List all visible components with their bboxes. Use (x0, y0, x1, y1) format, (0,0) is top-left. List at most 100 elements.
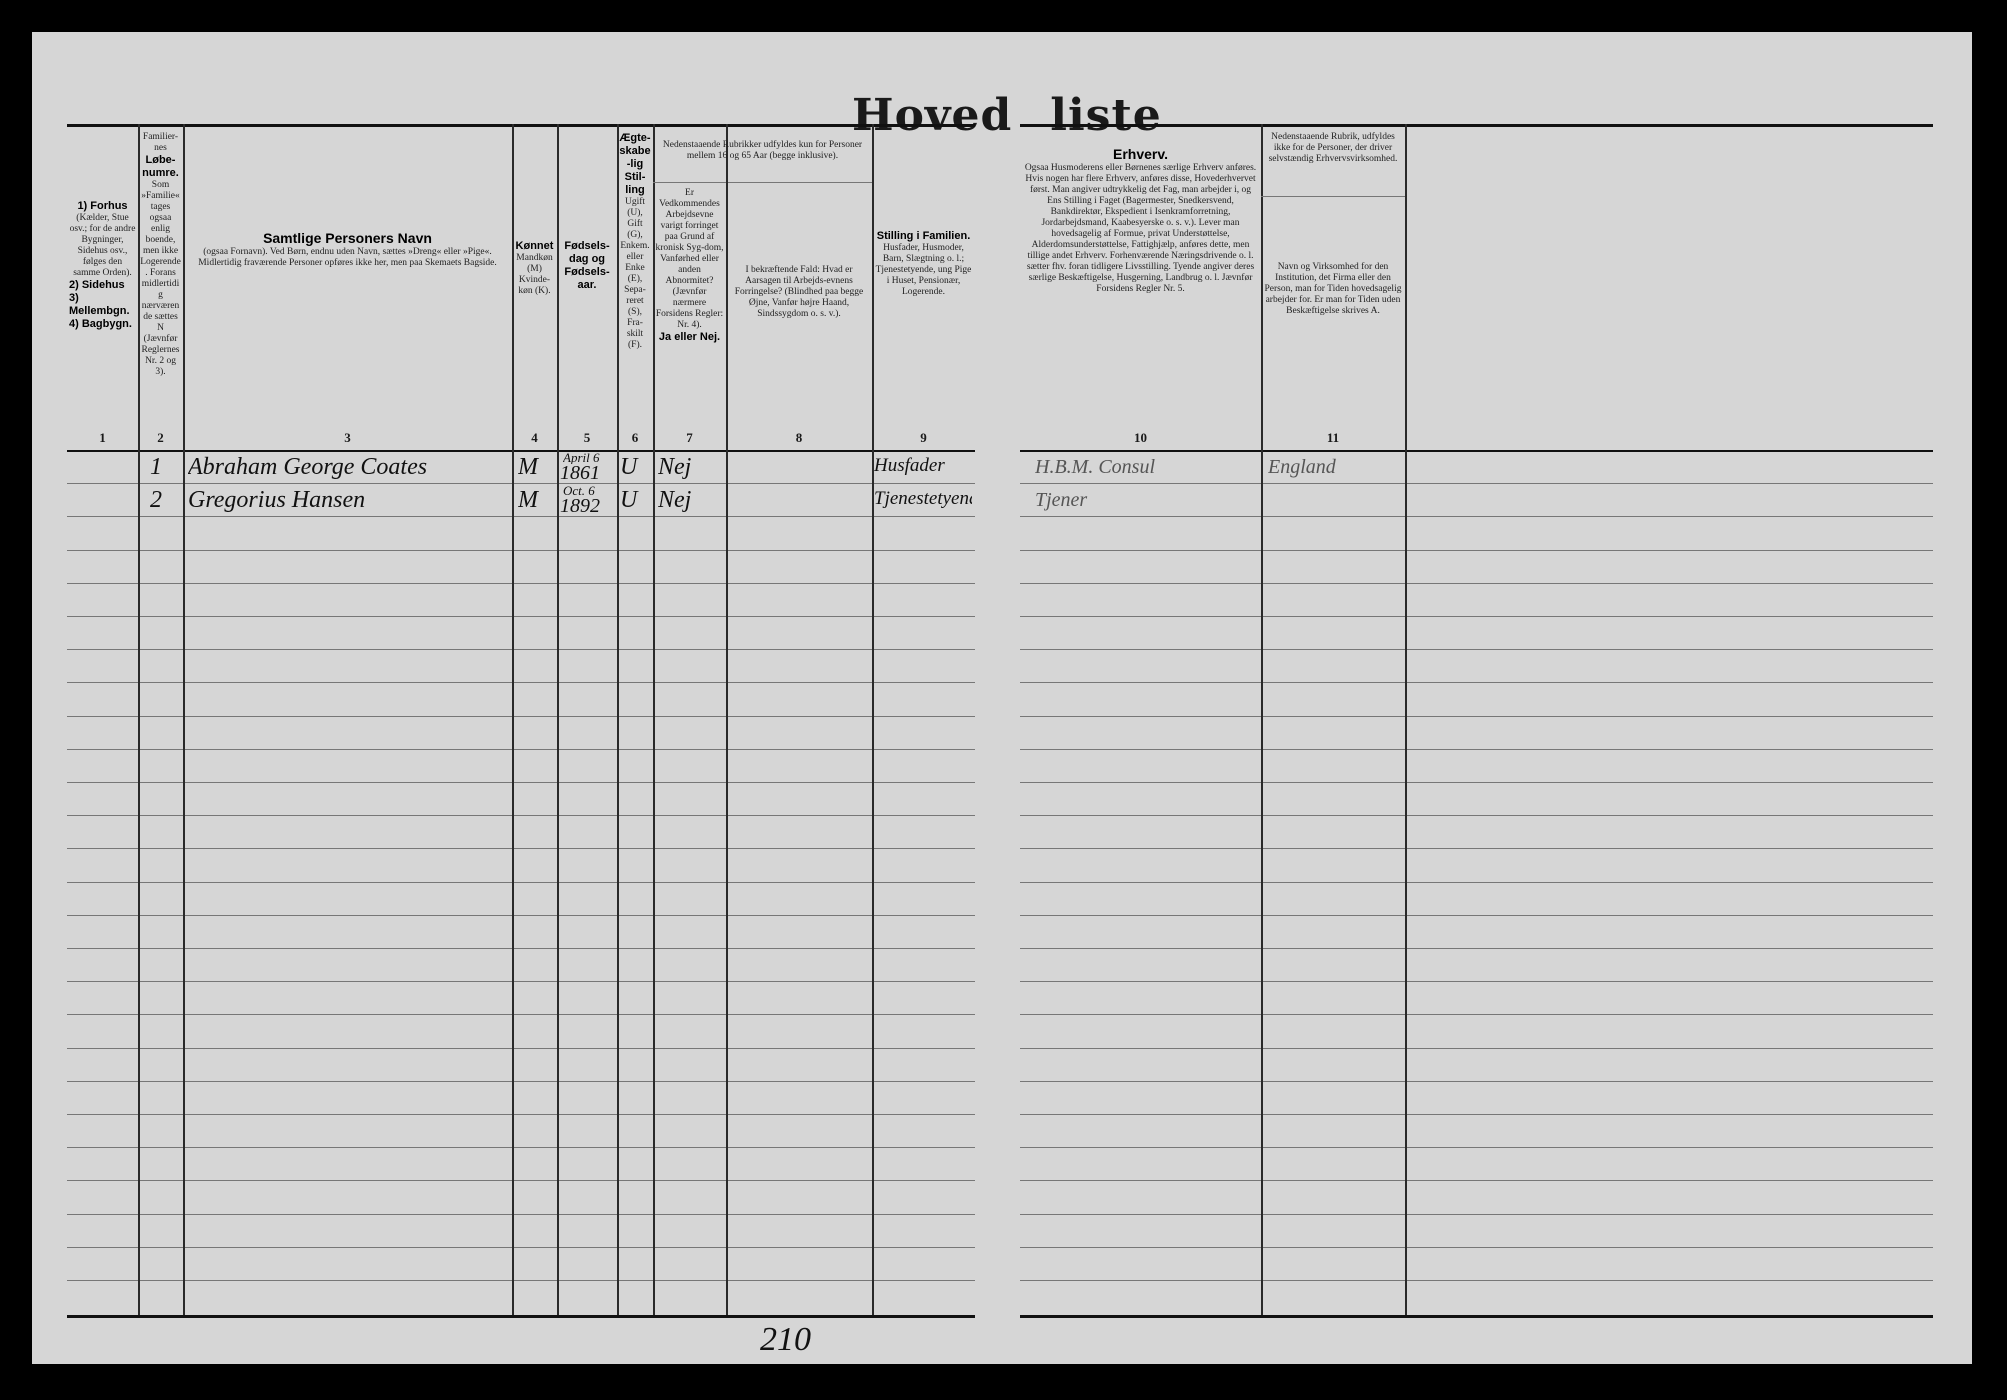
column-number: 3 (344, 430, 351, 445)
entry-disabled: Nej (658, 454, 692, 480)
header-text: (Kælder, Stue osv.; for de andre Bygning… (69, 213, 136, 278)
row-line (1020, 682, 1933, 684)
entry-marital: U (620, 454, 638, 480)
header-extra: 2) Sidehus (69, 279, 125, 291)
entry-sex: M (518, 487, 538, 514)
row-line (67, 1080, 975, 1082)
form-title: Hoved liste (852, 90, 1200, 141)
header-text: Ugift (U), Gift (G), Enkem. eller Enke (… (620, 197, 650, 350)
row-line (67, 1147, 975, 1149)
column-divider (512, 124, 514, 1315)
handwritten-page-number: 210 (760, 1322, 811, 1358)
header-heading: Løbe-numre. (142, 154, 179, 179)
census-form-page: Hoved liste (32, 32, 1972, 1364)
column-number: 1 (99, 430, 106, 445)
bottom-rule (1020, 1315, 1933, 1318)
column-number: 6 (631, 430, 639, 445)
row-line (67, 582, 975, 584)
header-heading: Stilling i Familien. (876, 230, 971, 242)
row-line (1020, 815, 1933, 817)
row-line (67, 649, 975, 651)
row-line (67, 616, 975, 617)
row-line (67, 715, 975, 717)
entry-name: Gregorius Hansen (188, 487, 366, 514)
column-number: 9 (920, 430, 927, 445)
entry-family-role: Tjenestetyende (874, 489, 972, 510)
entry-sex: M (518, 454, 538, 480)
column-number: 10 (1134, 430, 1147, 445)
row-line (1020, 782, 1933, 783)
column-divider (1405, 124, 1407, 1315)
header-heading: Samtlige Personers Navn (263, 230, 432, 246)
column-divider (138, 124, 140, 1315)
header-heading: Erhverv. (1113, 146, 1168, 162)
group-note-column-11: Nedenstaaende Rubrik, udfyldes ikke for … (1268, 132, 1398, 164)
column-header-7: Er Vedkommendes Arbejdsevne varigt forri… (655, 188, 724, 344)
header-text: I bekræftende Fald: Hvad er Aarsagen til… (734, 265, 864, 319)
entry-marital: U (620, 487, 638, 514)
row-line (67, 549, 975, 551)
row-line (67, 682, 975, 684)
entry-name: Abraham George Coates (188, 454, 428, 480)
row-line (1020, 1213, 1933, 1215)
header-text: Som »Familie« tages ogsaa enlig boende, … (140, 180, 181, 377)
header-rule (1020, 450, 1933, 452)
title-word-2: liste (1050, 90, 1162, 141)
row-line (1020, 948, 1933, 949)
header-text: (ogsaa Fornavn). Ved Børn, endnu uden Na… (198, 247, 497, 268)
column-number: 7 (686, 430, 693, 445)
row-line (1020, 1114, 1933, 1115)
header-text: Mandkøn (M) Kvinde-køn (K). (516, 253, 553, 296)
row-line (1020, 616, 1933, 617)
entry-no: 1 (150, 454, 162, 480)
row-line (67, 914, 975, 916)
entry-employer: England (1268, 456, 1336, 478)
top-rule (1020, 124, 1933, 127)
title-word-1: Hoved (852, 90, 1013, 141)
row-line (1020, 1280, 1933, 1281)
header-text: Er Vedkommendes Arbejdsevne varigt forri… (655, 188, 724, 330)
row-line (67, 1246, 975, 1248)
row-line (1020, 1180, 1933, 1182)
header-heading: 1) Forhus (77, 200, 128, 212)
column-divider (1261, 124, 1263, 1315)
row-line (67, 948, 975, 949)
entry-birth-day: April 6 (563, 451, 600, 464)
header-extra: 4) Bagbygn. (69, 318, 132, 330)
top-rule (67, 124, 975, 127)
column-header-8: I bekræftende Fald: Hvad er Aarsagen til… (728, 265, 870, 320)
header-extra: 3) Mellembgn. (69, 292, 130, 317)
row-line (1020, 1080, 1933, 1082)
row-line (67, 782, 975, 783)
group-header-line (653, 182, 872, 183)
row-line (67, 848, 975, 850)
column-number: 2 (157, 430, 164, 445)
row-line (1020, 748, 1933, 750)
column-divider (872, 124, 874, 1315)
header-heading: Kønnet (515, 240, 554, 252)
row-line (67, 516, 975, 518)
row-line (67, 748, 975, 750)
row-line (67, 981, 975, 983)
column-header-9: Stilling i Familien. Husfader, Husmoder, … (874, 230, 973, 298)
row-line (1020, 649, 1933, 651)
column-header-10: Erhverv. Ogsaa Husmoderens eller Børnenes… (1022, 146, 1259, 295)
column-header-3: Samtlige Personers Navn (ogsaa Fornavn). … (185, 230, 510, 269)
row-line (67, 1014, 975, 1016)
column-header-2: Familier-nes Løbe-numre. Som »Familie« tag… (140, 132, 181, 378)
header-pre: Familier-nes (142, 132, 179, 153)
row-line (67, 815, 975, 817)
header-text: Husfader, Husmoder, Barn, Slægtning o. l… (875, 243, 972, 297)
column-header-4: Kønnet Mandkøn (M) Kvinde-køn (K). (514, 240, 555, 297)
row-line (1020, 1047, 1933, 1049)
entry-occupation: Tjener (1035, 489, 1088, 512)
column-divider (183, 124, 185, 1315)
column-number: 5 (583, 430, 591, 445)
column-divider (557, 124, 559, 1315)
row-line (67, 1213, 975, 1215)
column-number: 4 (531, 430, 538, 445)
entry-disabled: Nej (658, 487, 692, 514)
header-tail: Ja eller Nej. (658, 331, 721, 343)
row-line (1020, 848, 1933, 850)
entry-birth-year: 1892 (560, 496, 600, 518)
